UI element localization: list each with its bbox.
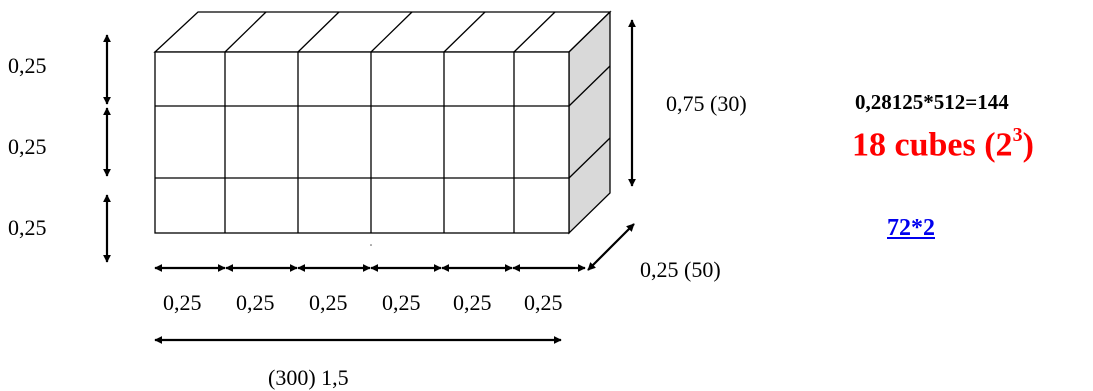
box-top-face [153,11,612,53]
stray-dot [370,244,372,246]
cube-count-result: 18 cubes (23) [852,124,1034,164]
height-label: 0,75 (30) [666,91,747,116]
cube-count-exponent: 3 [1012,124,1023,146]
box-front-face [154,51,570,234]
side-face-dividers [568,65,611,179]
multiplication-link[interactable]: 72*2 [887,215,935,241]
bottom-label-4: 0,25 [382,290,421,315]
left-label-2: 0,25 [8,134,47,159]
cube-count-text: 18 cubes (2 [852,126,1013,164]
volume-formula: 0,28125*512=144 [855,90,1009,114]
top-face-dividers [224,11,556,53]
bottom-label-6: 0,25 [524,290,563,315]
bottom-label-1: 0,25 [163,290,202,315]
depth-label: 0,25 (50) [640,257,721,282]
left-label-3: 0,25 [8,215,47,240]
left-label-1: 0,25 [8,53,47,78]
bottom-label-5: 0,25 [453,290,492,315]
length-label: (300) 1,5 [268,365,349,390]
depth-arrow [587,223,635,271]
box-side-face [568,10,611,235]
bottom-label-3: 0,25 [309,290,348,315]
front-face-grid [155,52,569,233]
bottom-label-2: 0,25 [236,290,275,315]
cube-count-close: ) [1022,126,1034,164]
